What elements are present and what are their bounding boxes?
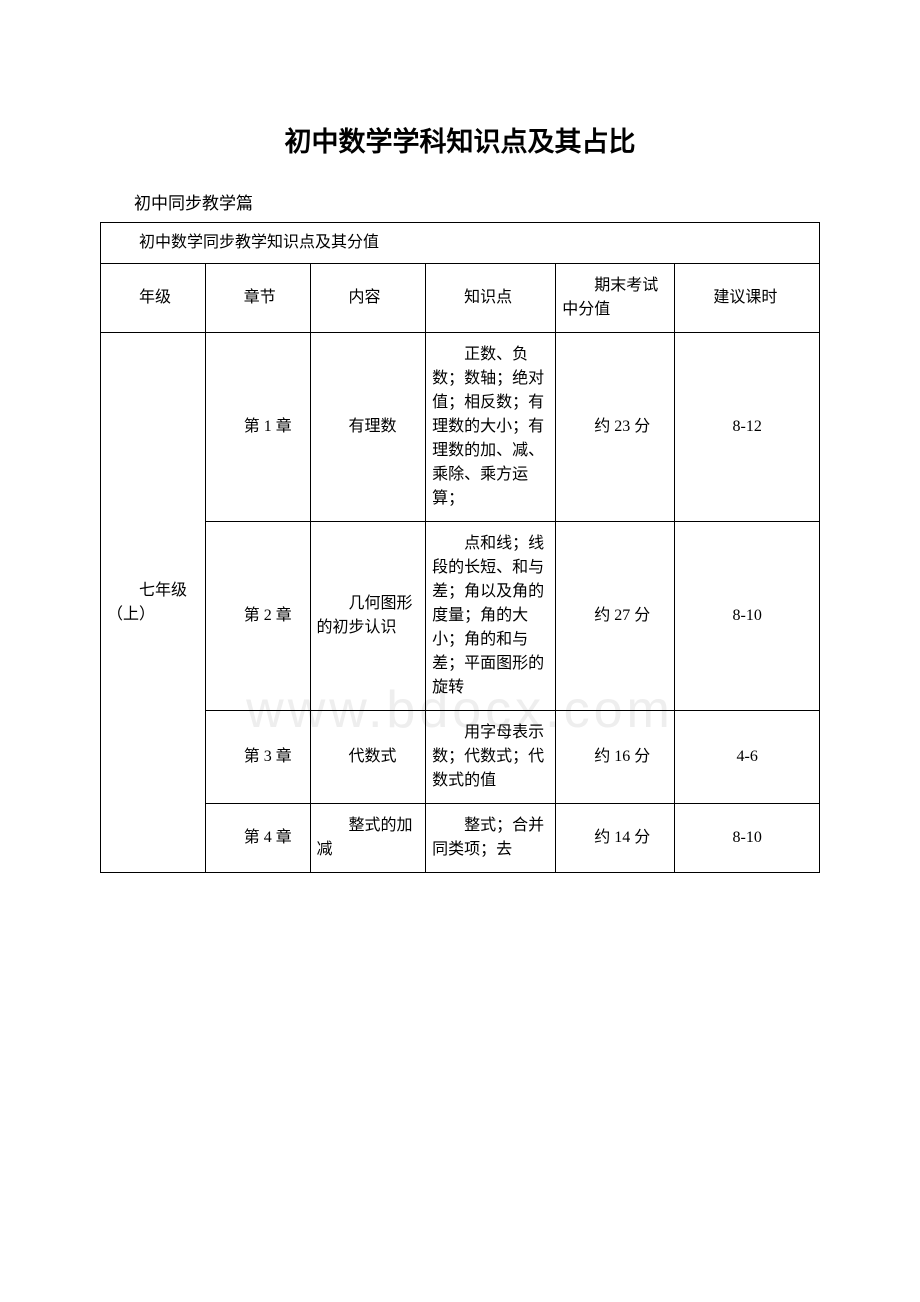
- cell-score: 约 16 分: [556, 711, 675, 804]
- cell-score: 约 23 分: [556, 333, 675, 522]
- cell-hours: 8-12: [675, 333, 820, 522]
- cell-chapter: 第 2 章: [205, 522, 310, 711]
- cell-hours: 4-6: [675, 711, 820, 804]
- header-content: 内容: [310, 264, 426, 333]
- table-caption-row: 初中数学同步教学知识点及其分值: [101, 223, 820, 264]
- table-row: 第 4 章 整式的加减 整式；合并同类项；去 约 14 分 8-10: [101, 804, 820, 873]
- cell-knowledge: 用字母表示数；代数式；代数式的值: [426, 711, 556, 804]
- cell-score: 约 27 分: [556, 522, 675, 711]
- cell-knowledge: 正数、负数；数轴；绝对值；相反数；有理数的大小；有理数的加、减、乘除、乘方运算；: [426, 333, 556, 522]
- table-row: 第 3 章 代数式 用字母表示数；代数式；代数式的值 约 16 分 4-6: [101, 711, 820, 804]
- header-score: 期末考试中分值: [556, 264, 675, 333]
- table-row: 七年级（上） 第 1 章 有理数 正数、负数；数轴；绝对值；相反数；有理数的大小…: [101, 333, 820, 522]
- table-header-row: 年级 章节 内容 知识点 期末考试中分值 建议课时: [101, 264, 820, 333]
- cell-hours: 8-10: [675, 804, 820, 873]
- cell-content: 整式的加减: [310, 804, 426, 873]
- page-title: 初中数学学科知识点及其占比: [100, 120, 820, 159]
- table-row: 第 2 章 几何图形的初步认识 点和线；线段的长短、和与差；角以及角的度量；角的…: [101, 522, 820, 711]
- cell-content: 代数式: [310, 711, 426, 804]
- header-chapter: 章节: [205, 264, 310, 333]
- cell-grade: 七年级（上）: [101, 333, 206, 873]
- header-knowledge: 知识点: [426, 264, 556, 333]
- header-grade: 年级: [101, 264, 206, 333]
- header-hours: 建议课时: [675, 264, 820, 333]
- cell-chapter: 第 3 章: [205, 711, 310, 804]
- table-caption: 初中数学同步教学知识点及其分值: [101, 223, 820, 264]
- cell-knowledge: 点和线；线段的长短、和与差；角以及角的度量；角的大小；角的和与差；平面图形的旋转: [426, 522, 556, 711]
- cell-chapter: 第 4 章: [205, 804, 310, 873]
- knowledge-table: 初中数学同步教学知识点及其分值 年级 章节 内容 知识点 期末考试中分值 建议课…: [100, 222, 820, 873]
- cell-content: 有理数: [310, 333, 426, 522]
- cell-score: 约 14 分: [556, 804, 675, 873]
- cell-knowledge: 整式；合并同类项；去: [426, 804, 556, 873]
- cell-content: 几何图形的初步认识: [310, 522, 426, 711]
- cell-chapter: 第 1 章: [205, 333, 310, 522]
- cell-hours: 8-10: [675, 522, 820, 711]
- page-subtitle: 初中同步教学篇: [100, 189, 820, 214]
